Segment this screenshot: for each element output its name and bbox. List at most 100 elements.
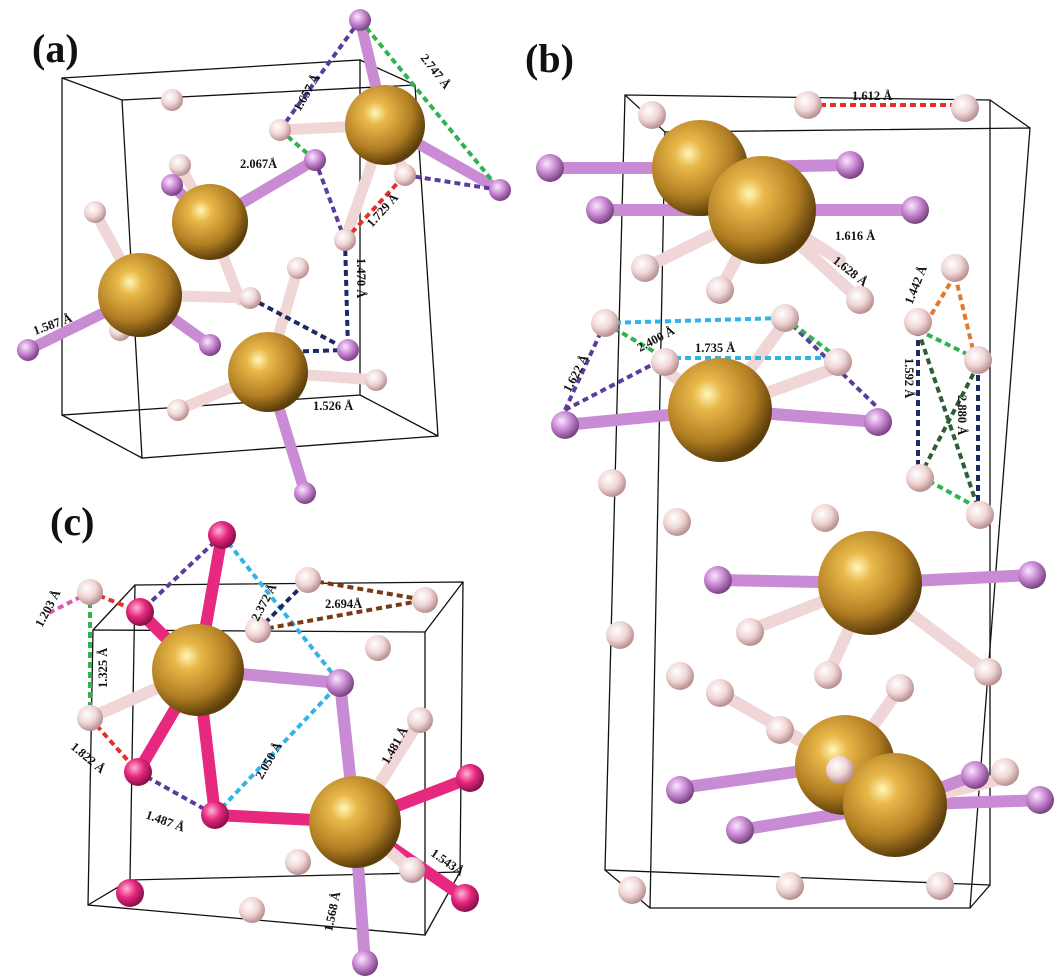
h-atom (846, 286, 874, 314)
ligand-atom (126, 598, 154, 626)
distance-label: 2.067Å (240, 157, 277, 171)
h-atom (663, 508, 691, 536)
h-atom (167, 399, 189, 421)
h-atom (239, 287, 261, 309)
h-atom (941, 254, 969, 282)
ligand-atom (116, 879, 144, 907)
ligand-atom (961, 761, 989, 789)
h-atom (766, 716, 794, 744)
ligand-atom (704, 566, 732, 594)
ligand-atom (17, 339, 39, 361)
ligand-atom (352, 950, 378, 976)
metal-atom (309, 776, 401, 868)
ligand-atom (489, 179, 511, 201)
h-atom (824, 348, 852, 376)
h-atom (991, 758, 1019, 786)
h-atom (161, 89, 183, 111)
distance-label: 1.470 Å (354, 258, 368, 298)
h-atom (365, 369, 387, 391)
h-atom (776, 872, 804, 900)
ligand-atom (726, 816, 754, 844)
h-atom (412, 587, 438, 613)
h-atom (966, 501, 994, 529)
panel-b-bonds (544, 159, 1051, 836)
h-atom (365, 635, 391, 661)
h-atom (904, 308, 932, 336)
metal-atom (345, 85, 425, 165)
ligand-atom (199, 334, 221, 356)
metal-atom (843, 753, 947, 857)
h-atom (239, 897, 265, 923)
distance-label: 1.822 Å (68, 740, 108, 777)
distance-label: 1.735 Å (695, 341, 735, 355)
ligand-atom (901, 196, 929, 224)
ligand-atom (586, 196, 614, 224)
metal-atom (708, 156, 816, 264)
panel-b-atoms (536, 91, 1054, 904)
panel-c-atoms (77, 521, 484, 976)
ligand-atom (451, 884, 479, 912)
ligand-atom (304, 149, 326, 171)
h-atom (964, 346, 992, 374)
h-atom (638, 101, 666, 129)
h-atom (736, 618, 764, 646)
h-atom (811, 504, 839, 532)
ligand-atom (666, 776, 694, 804)
h-atom (826, 756, 854, 784)
h-atom (394, 164, 416, 186)
metal-atom (818, 531, 922, 635)
distance-label: 1.729 Å (364, 191, 401, 230)
h-atom (886, 674, 914, 702)
ligand-atom (864, 408, 892, 436)
h-atom (285, 849, 311, 875)
distance-label: 1.616 Å (835, 229, 875, 243)
h-atom (631, 254, 659, 282)
distance-label: 2.747 Å (418, 51, 454, 91)
ligand-atom (536, 154, 564, 182)
ligand-atom (294, 482, 316, 504)
panel-a-unit-cell (61, 59, 439, 459)
distance-label: 1.487 Å (144, 808, 187, 835)
h-atom (591, 309, 619, 337)
ligand-atom (337, 339, 359, 361)
panel-c-label: (c) (50, 499, 94, 544)
panel-c: (c) (32, 499, 484, 976)
distance-label: 1.568 Å (321, 890, 343, 932)
ligand-atom (201, 801, 229, 829)
panel-a: (a) (17, 9, 511, 504)
distance-label: 1.622 Å (560, 352, 591, 394)
h-atom (399, 857, 425, 883)
ligand-atom (551, 411, 579, 439)
ligand-atom (208, 521, 236, 549)
h-atom (606, 621, 634, 649)
h-atom (618, 876, 646, 904)
ligand-atom (349, 9, 371, 31)
distance-label: 1.442 Å (902, 264, 930, 307)
h-atom (169, 154, 191, 176)
h-atom (77, 579, 103, 605)
h-atom (951, 94, 979, 122)
ligand-atom (1018, 561, 1046, 589)
h-atom (814, 661, 842, 689)
distance-label: 1.325 Å (96, 648, 110, 688)
h-atom (295, 567, 321, 593)
ligand-atom (1026, 786, 1054, 814)
h-atom (974, 658, 1002, 686)
h-atom (706, 679, 734, 707)
metal-atom (228, 332, 308, 412)
h-atom (666, 662, 694, 690)
panel-b-label: (b) (525, 36, 574, 81)
ligand-atom (161, 174, 183, 196)
metal-atom (172, 184, 248, 260)
h-atom (906, 464, 934, 492)
h-atom (771, 304, 799, 332)
h-atom (651, 348, 679, 376)
distance-label: 1.612 Å (852, 89, 892, 103)
panel-b: (b) (525, 36, 1054, 909)
metal-atom (152, 624, 244, 716)
h-atom (407, 707, 433, 733)
distance-label: 2.694Å (325, 597, 362, 611)
distance-label: 1.526 Å (313, 399, 353, 413)
h-atom (287, 257, 309, 279)
